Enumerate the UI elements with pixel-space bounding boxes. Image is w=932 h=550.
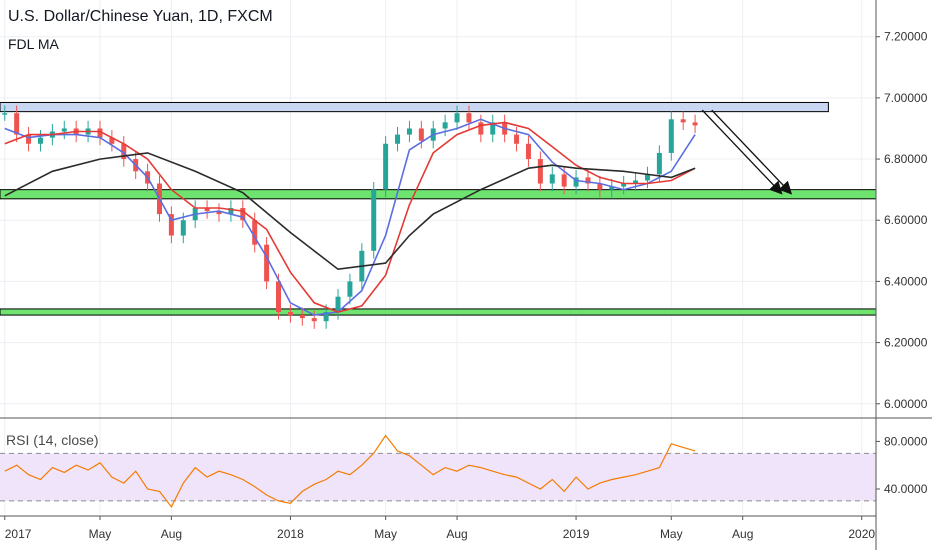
y-tick-label: 6.00000 [884, 397, 928, 411]
zone-support-upper [0, 189, 877, 200]
x-tick-label: May [374, 527, 397, 541]
y-tick-label: 6.60000 [884, 213, 928, 227]
candle-body [418, 128, 424, 141]
x-tick-label: May [660, 527, 683, 541]
candle-body [287, 312, 293, 316]
x-tick-label: Aug [161, 527, 182, 541]
candle-body [299, 315, 305, 319]
candle-body [644, 174, 650, 181]
candle-body [311, 318, 317, 322]
zone-support-lower [0, 308, 877, 316]
candle-body [406, 128, 412, 135]
y-tick-label: 7.00000 [884, 91, 928, 105]
indicator-label: FDL MA [8, 36, 59, 52]
zone-resistance [0, 101, 829, 113]
candle-body [121, 143, 127, 160]
candle-body [656, 152, 662, 175]
candle-body [454, 113, 460, 123]
rsi-label: RSI (14, close) [6, 432, 99, 448]
series-line-ma-slow [4, 152, 696, 271]
x-tick-label: Aug [732, 527, 753, 541]
y-tick-label: 6.40000 [884, 274, 928, 288]
candle-body [180, 220, 186, 236]
series-line-ma-mid [4, 121, 696, 313]
rsi-band [0, 453, 876, 501]
x-tick-label: 2019 [563, 527, 590, 541]
candle-body [621, 183, 627, 187]
candle-body [597, 183, 603, 190]
candle-body [561, 174, 567, 187]
x-tick-label: Aug [446, 527, 467, 541]
rsi-y-tick-label: 40.0000 [884, 482, 928, 496]
y-tick-label: 6.80000 [884, 152, 928, 166]
candle-body [442, 122, 448, 129]
candle-body [692, 122, 698, 126]
y-tick-label: 7.20000 [884, 30, 928, 44]
x-tick-label: 2017 [5, 527, 32, 541]
candle-body [168, 214, 174, 236]
candle-body [537, 159, 543, 184]
candle-body [525, 143, 531, 160]
x-tick-label: May [89, 527, 112, 541]
candle-body [61, 128, 67, 132]
candle-body [573, 177, 579, 187]
candle-body [323, 312, 329, 322]
candle-body [14, 113, 20, 135]
candle-body [276, 281, 282, 312]
candle-body [490, 122, 496, 135]
projection-arrow [701, 109, 783, 195]
candle-body [609, 186, 615, 190]
candle-body [680, 119, 686, 123]
series-line-rsi [4, 434, 696, 509]
candle-body [240, 208, 246, 221]
candle-body [228, 208, 234, 215]
candle-body [466, 113, 472, 123]
projection-arrow [711, 109, 793, 195]
chart-title: U.S. Dollar/Chinese Yuan, 1D, FXCM [8, 8, 273, 25]
candle-body [37, 137, 43, 144]
x-tick-label: 2020 [848, 527, 875, 541]
candle-body [633, 180, 639, 184]
candle-body [109, 137, 115, 144]
candle-body [26, 134, 32, 144]
candle-body [264, 244, 270, 282]
candle-body [216, 211, 222, 215]
candle-body [395, 134, 401, 144]
candle-body [549, 174, 555, 184]
y-tick-label: 6.20000 [884, 336, 928, 350]
candle-body [668, 119, 674, 153]
candle-body [252, 220, 258, 245]
candle-body [514, 134, 520, 144]
x-tick-label: 2018 [277, 527, 304, 541]
candle-body [371, 189, 377, 251]
candle-body [2, 113, 8, 115]
candle-body [478, 122, 484, 135]
candle-body [383, 143, 389, 190]
candle-body [335, 296, 341, 312]
rsi-y-tick-label: 80.0000 [884, 434, 928, 448]
candle-body [204, 208, 210, 212]
candle-body [347, 281, 353, 297]
candle-body [97, 128, 103, 138]
candle-body [585, 177, 591, 184]
series-line-ma-fast [4, 118, 696, 316]
